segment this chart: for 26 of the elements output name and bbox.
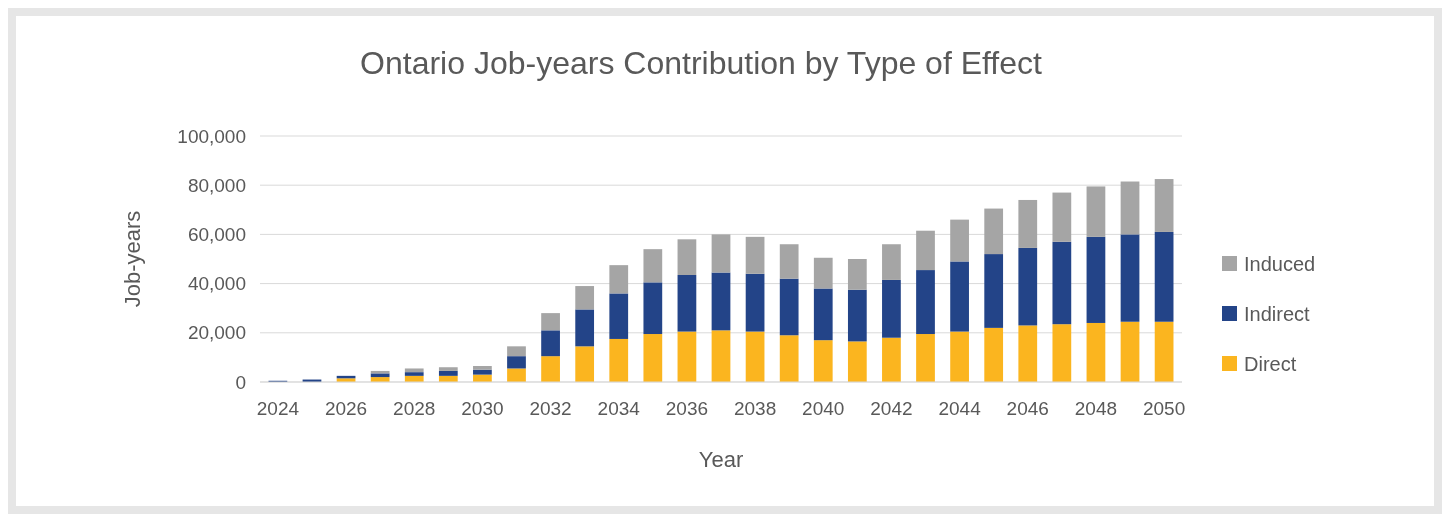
- legend-label: Induced: [1244, 253, 1316, 275]
- chart-title: Ontario Job-years Contribution by Type of Effect: [360, 45, 1043, 81]
- x-tick-label: 2046: [1006, 398, 1049, 419]
- x-tick-label: 2026: [324, 398, 368, 419]
- legend-label: Indirect: [1244, 303, 1311, 325]
- x-tick-label: 2040: [802, 398, 845, 419]
- x-tick-label: 2024: [256, 398, 300, 419]
- x-tick-label: 2030: [461, 398, 504, 419]
- y-axis-title: Job-years: [120, 210, 145, 308]
- x-tick-label: 2044: [938, 398, 982, 419]
- x-tick-label: 2036: [665, 398, 709, 419]
- x-tick-label: 2038: [733, 398, 777, 419]
- y-tick-label: 0: [235, 371, 246, 393]
- x-tick-label: 2050: [1142, 398, 1186, 419]
- x-tick-label: 2048: [1074, 398, 1118, 419]
- y-tick-label: 40,000: [187, 273, 246, 295]
- x-tick-label: 2032: [529, 398, 572, 419]
- y-tick-label: 20,000: [187, 322, 246, 344]
- y-tick-label: 60,000: [187, 224, 246, 246]
- y-tick-label: 80,000: [187, 174, 246, 196]
- x-tick-label: 2028: [393, 398, 436, 419]
- x-axis-title: Year: [698, 447, 744, 472]
- legend-label: Direct: [1244, 353, 1297, 375]
- x-tick-label: 2042: [870, 398, 913, 419]
- y-tick-label: 100,000: [177, 125, 246, 147]
- x-tick-label: 2034: [597, 398, 641, 419]
